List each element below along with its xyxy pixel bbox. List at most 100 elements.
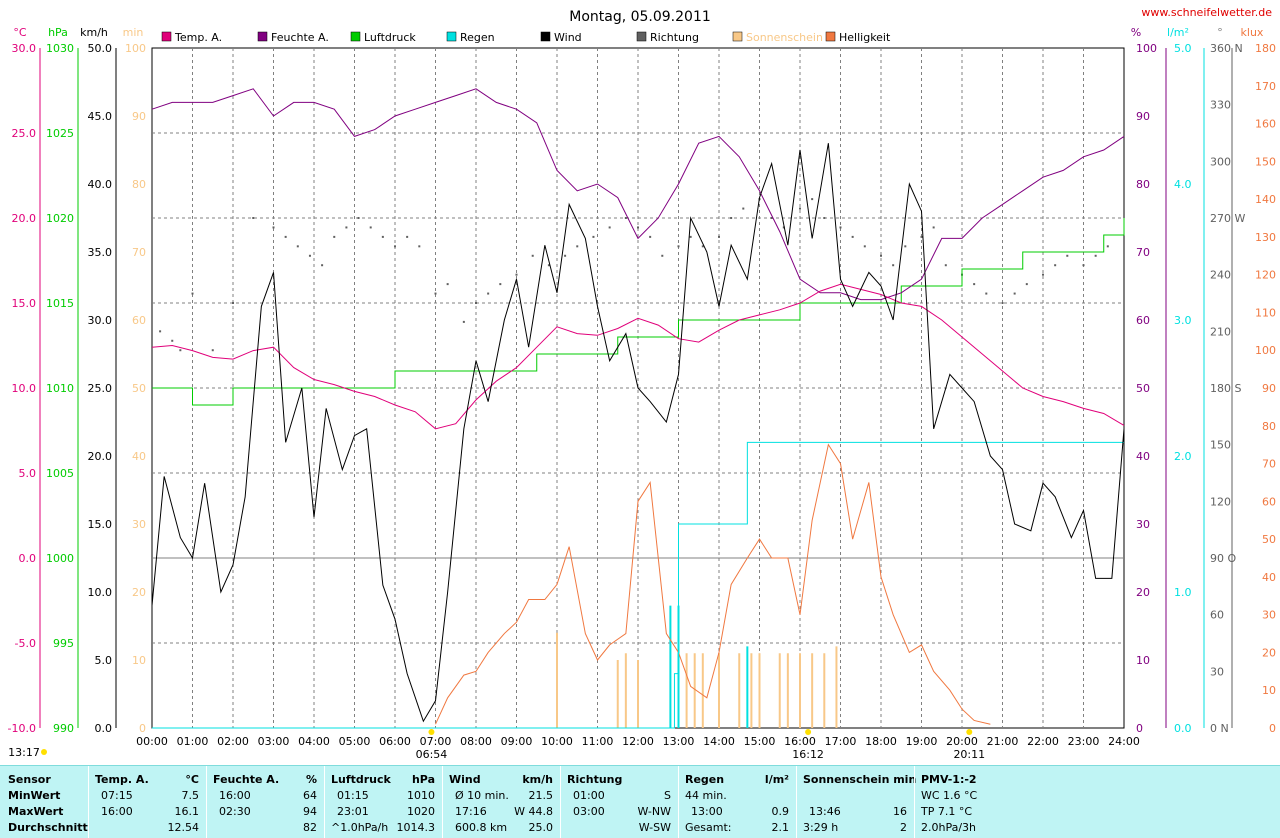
direction-point xyxy=(284,235,287,238)
stats-cell: 01:00 xyxy=(573,789,605,802)
x-tick-label: 22:00 xyxy=(1027,735,1059,748)
x-tick-label: 23:00 xyxy=(1068,735,1100,748)
legend-swatch xyxy=(636,31,647,42)
stats-row-label: MaxWert xyxy=(8,805,64,818)
wind-tick-label: 15.0 xyxy=(88,518,113,531)
wind-tick-label: 40.0 xyxy=(88,178,113,191)
stats-col-temp: Temp. A. °C 07:15 7.5 16:00 16.1 12.54 xyxy=(88,766,207,838)
pressure-tick-label: 990 xyxy=(53,722,74,735)
stats-cell: S xyxy=(664,789,671,802)
wind-tick-label: 10.0 xyxy=(88,586,113,599)
legend-label: Feuchte A. xyxy=(271,31,329,44)
wind-tick-label: 30.0 xyxy=(88,314,113,327)
direction-tick-label: 0 N xyxy=(1210,722,1229,735)
wind-tick-label: 35.0 xyxy=(88,246,113,259)
direction-point xyxy=(531,254,534,257)
direction-tick-label: 210 xyxy=(1210,325,1231,338)
direction-point xyxy=(252,217,255,219)
pressure-tick-label: 1030 xyxy=(46,42,74,55)
weather-chart: °C hPa km/h min 30.0 25.0 20.0 15.0 10.0 5.0 0.0 -5… xyxy=(8,6,1276,761)
stats-header-sensor: Sensor xyxy=(8,773,51,786)
klux-tick-label: 150 xyxy=(1255,155,1276,168)
direction-point xyxy=(475,302,477,304)
direction-point xyxy=(904,245,907,248)
stats-cell: 07:15 xyxy=(101,789,133,802)
direction-point xyxy=(689,235,692,238)
stats-cell: 3:29 h xyxy=(803,821,839,834)
stats-header-pmv: PMV-1:-2 xyxy=(921,773,977,786)
klux-tick-label: 10 xyxy=(1262,684,1276,697)
temp-unit-label: °C xyxy=(13,26,27,39)
stats-header-temp: Temp. A. xyxy=(95,773,149,786)
direction-point xyxy=(369,226,372,229)
klux-tick-label: 80 xyxy=(1262,420,1276,433)
direction-point xyxy=(718,235,720,238)
stats-cell: 2.1 xyxy=(771,821,790,834)
chart-legend: Temp. A. Feuchte A. Luftdruck Regen Wind Rich… xyxy=(161,31,891,44)
x-tick-label: 17:00 xyxy=(825,735,857,748)
direction-point xyxy=(782,226,785,229)
x-tick-label: 24:00 xyxy=(1108,735,1140,748)
direction-point xyxy=(564,254,567,257)
sun-marker-icon xyxy=(41,749,47,755)
humidity-tick-label: 40 xyxy=(1136,450,1150,463)
rain-tick-label: 0.0 xyxy=(1174,722,1192,735)
direction-point xyxy=(333,235,336,238)
klux-tick-label: 120 xyxy=(1255,269,1276,282)
x-tick-label: 21:00 xyxy=(987,735,1019,748)
stats-cell: 03:00 xyxy=(573,805,605,818)
direction-point xyxy=(649,235,652,238)
humidity-tick-label: 90 xyxy=(1136,110,1150,123)
pressure-tick-label: 995 xyxy=(53,637,74,650)
stats-cell: W-NW xyxy=(637,805,671,818)
legend-swatch xyxy=(825,31,836,42)
rain-unit-label: l/m² xyxy=(1167,26,1189,39)
pressure-tick-label: 1005 xyxy=(46,467,74,480)
x-tick-label: 14:00 xyxy=(703,735,735,748)
humidity-tick-label: 0 xyxy=(1136,722,1143,735)
x-tick-label: 05:00 xyxy=(339,735,371,748)
humidity-tick-label: 30 xyxy=(1136,518,1150,531)
x-tick-label: 20:00 xyxy=(946,735,978,748)
x-tick-label: 07:00 xyxy=(420,735,452,748)
direction-point xyxy=(1106,245,1109,248)
temp-tick-label: 20.0 xyxy=(12,212,37,225)
direction-point xyxy=(1066,254,1069,257)
legend-label: Wind xyxy=(554,31,582,44)
direction-point xyxy=(406,235,409,238)
direction-tick-label: 90 O xyxy=(1210,552,1236,565)
sun-marker-label: 13:17 xyxy=(8,746,40,759)
stats-unit-pressure: hPa xyxy=(411,773,435,786)
stats-cell: 2.0hPa/3h xyxy=(921,821,977,834)
stats-cell: 94 xyxy=(303,805,317,818)
direction-point xyxy=(381,235,384,238)
humidity-tick-label: 60 xyxy=(1136,314,1150,327)
stats-cell: 16.1 xyxy=(174,805,200,818)
stats-cell: 16:00 xyxy=(219,789,251,802)
legend-swatch xyxy=(446,31,457,42)
klux-tick-label: 0 xyxy=(1269,722,1276,735)
stats-header-direction: Richtung xyxy=(567,773,623,786)
stats-cell: 17:16 xyxy=(455,805,487,818)
stats-cell: 16:00 xyxy=(101,805,133,818)
direction-point xyxy=(159,330,162,333)
humidity-line xyxy=(151,88,1125,301)
direction-tick-label: 240 xyxy=(1210,269,1231,282)
stats-unit-rain: l/m² xyxy=(764,773,789,786)
stats-cell: 1014.3 xyxy=(396,821,436,834)
chart-title: Montag, 05.09.2011 xyxy=(569,9,711,25)
stats-cell: 44 min. xyxy=(685,789,727,802)
stats-col-rain: Regen l/m² 44 min. 13:00 0.9 Gesamt: 2.1 xyxy=(678,766,797,838)
x-tick-label: 10:00 xyxy=(541,735,573,748)
stats-table: Sensor MinWert MaxWert Durchschnitt Temp… xyxy=(0,765,1280,838)
rain-tick-label: 3.0 xyxy=(1174,314,1192,327)
legend-label: Regen xyxy=(460,31,495,44)
stats-cell: 13:00 xyxy=(691,805,723,818)
rain-tick-label: 5.0 xyxy=(1174,42,1192,55)
direction-point xyxy=(357,217,360,219)
direction-point xyxy=(701,245,704,248)
pressure-unit-label: hPa xyxy=(48,26,68,39)
direction-point xyxy=(232,302,234,304)
direction-point xyxy=(321,264,324,267)
stats-cell: 7.5 xyxy=(181,789,200,802)
